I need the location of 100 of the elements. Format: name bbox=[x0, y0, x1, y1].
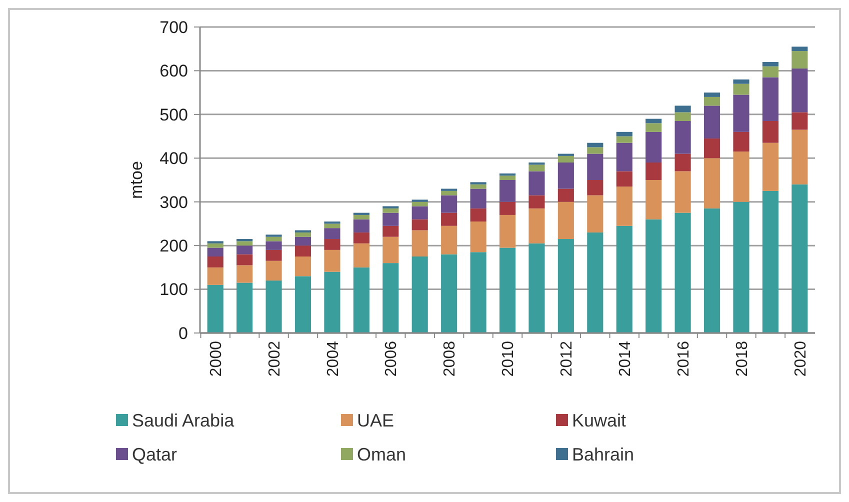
x-tick-label: 2000 bbox=[208, 340, 225, 377]
bar bbox=[792, 112, 808, 130]
x-tick-label: 2012 bbox=[558, 340, 576, 377]
bar bbox=[294, 256, 312, 276]
x-tick-label: 2014 bbox=[616, 340, 634, 377]
bar bbox=[762, 77, 778, 121]
bar bbox=[324, 224, 340, 228]
bar bbox=[646, 132, 662, 163]
bar bbox=[646, 162, 662, 180]
legend-label: Oman bbox=[357, 444, 406, 464]
bar bbox=[499, 202, 516, 215]
bar bbox=[266, 280, 282, 333]
bar bbox=[704, 158, 720, 208]
bar bbox=[558, 239, 574, 333]
bar bbox=[587, 147, 604, 154]
x-tick-label: 2006 bbox=[383, 340, 400, 377]
legend-label: Saudi Arabia bbox=[132, 410, 236, 430]
bar bbox=[792, 130, 808, 184]
bar bbox=[324, 239, 340, 250]
bar bbox=[616, 142, 632, 172]
legend-label: UAE bbox=[357, 410, 394, 430]
bar bbox=[499, 173, 516, 176]
bar bbox=[382, 212, 399, 226]
bar bbox=[528, 208, 545, 244]
bar bbox=[704, 208, 720, 333]
bar bbox=[207, 256, 224, 268]
legend-label: Bahrain bbox=[572, 444, 634, 464]
bar bbox=[207, 284, 224, 333]
x-tick-label: 2018 bbox=[734, 340, 751, 377]
bar bbox=[674, 171, 691, 213]
y-tick-label: 0 bbox=[178, 324, 188, 343]
bar bbox=[616, 171, 632, 187]
bar bbox=[704, 96, 720, 106]
bar bbox=[674, 120, 691, 154]
bar bbox=[587, 142, 604, 148]
bar bbox=[674, 106, 691, 112]
bar bbox=[616, 136, 632, 143]
bar bbox=[412, 202, 428, 206]
bar bbox=[266, 260, 282, 281]
bar bbox=[558, 202, 574, 240]
y-tick-label: 300 bbox=[160, 192, 188, 212]
bar bbox=[441, 254, 458, 333]
y-tick-label: 700 bbox=[160, 18, 188, 37]
bar bbox=[616, 226, 632, 333]
y-axis-title: mtoe bbox=[127, 161, 146, 199]
bar bbox=[587, 195, 604, 232]
bar bbox=[528, 164, 545, 172]
x-tick-label: 2002 bbox=[266, 340, 284, 377]
bar bbox=[733, 84, 750, 95]
bar bbox=[353, 214, 370, 220]
bar bbox=[674, 212, 691, 333]
y-tick-label: 400 bbox=[160, 149, 188, 168]
bar bbox=[382, 236, 399, 264]
bar bbox=[733, 79, 750, 84]
bar bbox=[353, 232, 370, 244]
bar bbox=[236, 246, 253, 254]
bar bbox=[266, 236, 282, 242]
bar bbox=[266, 250, 282, 261]
bar bbox=[762, 142, 778, 191]
legend-label: Kuwait bbox=[572, 410, 626, 430]
bar bbox=[762, 190, 778, 333]
bar bbox=[382, 226, 399, 237]
x-tick-label: 2016 bbox=[675, 340, 692, 377]
bar bbox=[324, 228, 340, 240]
bar bbox=[558, 156, 574, 163]
bar bbox=[674, 112, 691, 121]
x-tick-label: 2020 bbox=[792, 340, 810, 377]
bar bbox=[704, 138, 720, 158]
bar bbox=[646, 118, 662, 124]
bar bbox=[441, 226, 458, 254]
x-tick-label: 2010 bbox=[500, 340, 518, 377]
y-tick-label: 100 bbox=[160, 280, 188, 300]
bar bbox=[207, 243, 224, 248]
bar bbox=[646, 219, 662, 333]
bar bbox=[587, 232, 604, 333]
bar bbox=[470, 222, 486, 252]
bar bbox=[207, 267, 224, 285]
bar bbox=[266, 241, 282, 250]
bar bbox=[412, 219, 428, 230]
bar bbox=[587, 180, 604, 196]
bar bbox=[324, 250, 340, 272]
bar bbox=[558, 162, 574, 189]
bar bbox=[792, 46, 808, 52]
bar bbox=[792, 184, 808, 333]
bar bbox=[382, 263, 399, 333]
bar bbox=[207, 248, 224, 256]
bar bbox=[470, 184, 486, 189]
bar bbox=[499, 176, 516, 180]
bar bbox=[528, 195, 545, 208]
bar bbox=[646, 180, 662, 220]
legend-label: Qatar bbox=[132, 444, 178, 464]
bar bbox=[470, 188, 486, 208]
bar bbox=[704, 106, 720, 138]
bar bbox=[587, 154, 604, 180]
bar bbox=[412, 230, 428, 256]
bar bbox=[324, 272, 340, 333]
bar bbox=[353, 243, 370, 268]
bar bbox=[616, 186, 632, 226]
bar bbox=[412, 256, 428, 333]
bar bbox=[412, 206, 428, 220]
